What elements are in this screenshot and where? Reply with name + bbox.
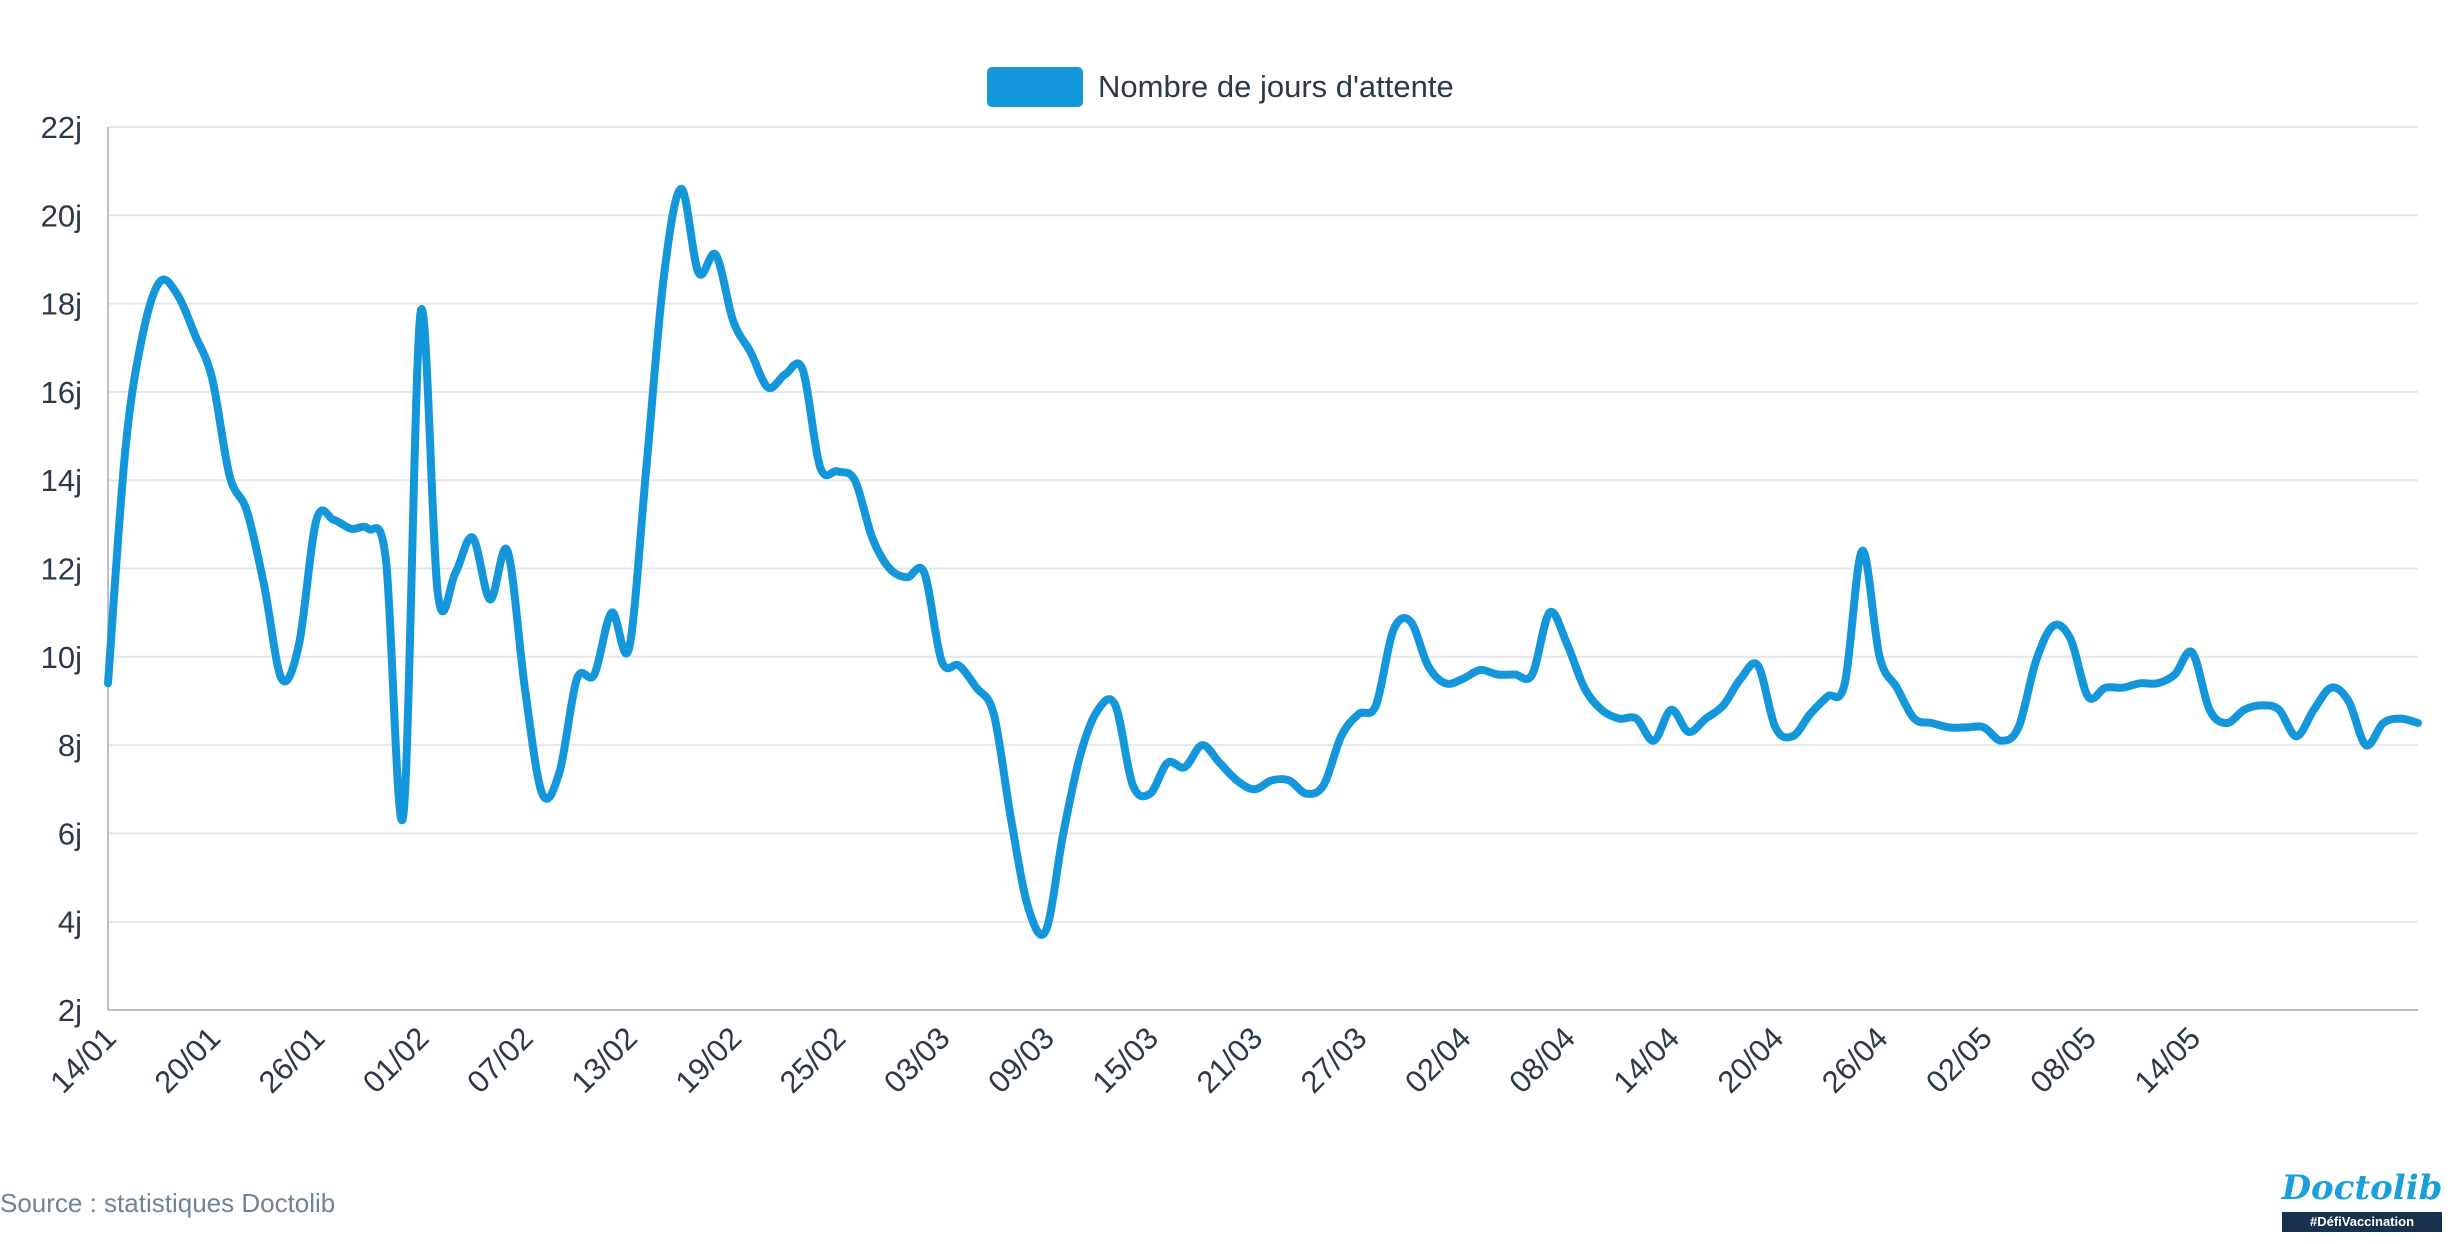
y-tick-label: 18j [41, 287, 82, 322]
y-tick-label: 6j [58, 816, 82, 851]
grid-lines [108, 126, 2418, 923]
x-tick-label: 02/04 [1398, 1020, 1478, 1100]
x-tick-label: 08/04 [1502, 1020, 1582, 1100]
x-tick-label: 01/02 [356, 1020, 436, 1100]
x-tick-label: 14/01 [43, 1020, 123, 1100]
source-note: Source : statistiques Doctolib [0, 1188, 336, 1218]
x-tick-label: 26/04 [1815, 1020, 1895, 1100]
y-tick-label: 22j [41, 110, 82, 145]
y-tick-label: 20j [41, 198, 82, 233]
y-tick-label: 2j [58, 993, 82, 1028]
y-tick-label: 14j [41, 463, 82, 498]
y-tick-label: 10j [41, 640, 82, 675]
x-tick-label: 13/02 [564, 1020, 644, 1100]
x-tick-label: 14/04 [1607, 1020, 1687, 1100]
x-tick-label: 25/02 [773, 1020, 853, 1100]
y-tick-label: 12j [41, 552, 82, 587]
x-tick-label: 20/04 [1711, 1020, 1791, 1100]
y-tick-label: 4j [58, 905, 82, 940]
x-axis-tick-labels: 14/01 20/01 26/01 01/02 07/02 13/02 19/02 25/02… [43, 1020, 2207, 1100]
x-tick-label: 27/03 [1294, 1020, 1374, 1100]
x-tick-label: 20/01 [148, 1020, 228, 1100]
legend-label: Nombre de jours d'attente [1098, 69, 1454, 104]
series-line[interactable] [104, 184, 2422, 939]
x-tick-label: 08/05 [2023, 1020, 2103, 1100]
x-tick-label: 07/02 [460, 1020, 540, 1100]
legend-swatch [987, 67, 1083, 107]
x-tick-label: 15/03 [1085, 1020, 1165, 1100]
x-tick-label: 19/02 [669, 1020, 749, 1100]
x-tick-label: 03/03 [877, 1020, 957, 1100]
doctolib-logo: Doctolib #DéfiVaccination [2278, 1168, 2446, 1236]
y-tick-label: 16j [41, 375, 82, 410]
y-tick-label: 8j [58, 728, 82, 763]
series-layer [104, 184, 2422, 939]
x-tick-label: 02/05 [1919, 1020, 1999, 1100]
x-tick-label: 26/01 [252, 1020, 332, 1100]
y-axis-tick-labels: 2j 4j 6j 8j 10j 12j 14j 16j 18j 20j 22j [41, 110, 82, 1028]
x-tick-label: 14/05 [2128, 1020, 2208, 1100]
logo-hashtag: #DéfiVaccination [2282, 1212, 2442, 1232]
x-tick-label: 21/03 [1190, 1020, 1270, 1100]
logo-wordmark: Doctolib [2281, 1168, 2443, 1208]
legend[interactable]: Nombre de jours d'attente [987, 67, 1454, 107]
x-tick-label: 09/03 [981, 1020, 1061, 1100]
axes [107, 127, 2418, 1011]
